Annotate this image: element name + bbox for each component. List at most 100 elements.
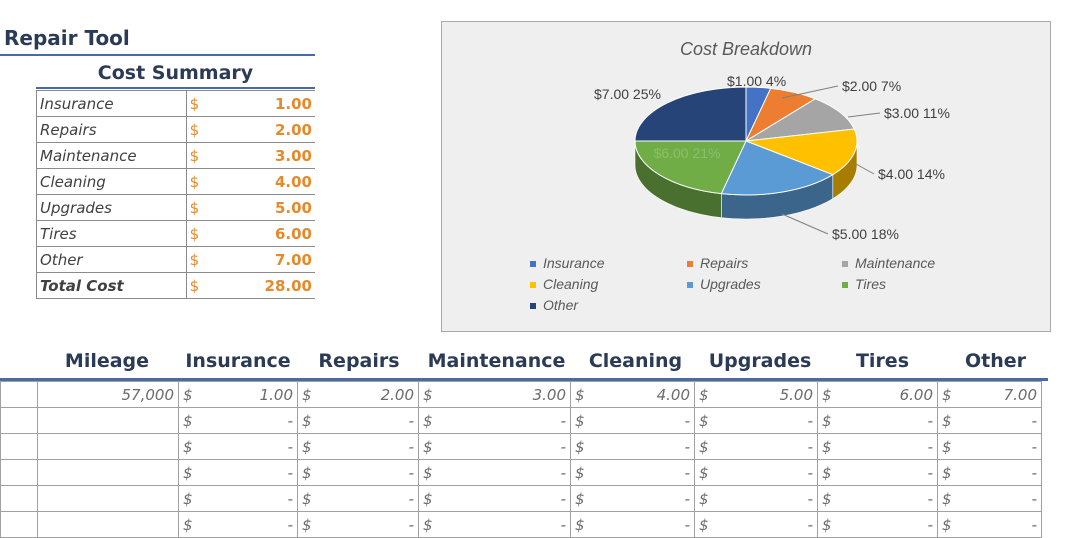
currency-symbol: $ (575, 411, 585, 430)
cost-cell[interactable]: $ - (418, 459, 571, 486)
summary-label[interactable]: Insurance (36, 90, 187, 117)
row-stub[interactable] (0, 511, 38, 538)
cost-cell[interactable]: $ - (694, 459, 818, 486)
row-stub[interactable] (0, 485, 38, 512)
summary-label[interactable]: Tires (36, 220, 187, 247)
cost-cell[interactable]: $ - (570, 433, 695, 460)
cost-cell[interactable]: $ - (570, 407, 695, 434)
mileage-cell[interactable] (37, 407, 179, 434)
data-label-repairs: $2.00 7% (842, 78, 901, 94)
row-stub[interactable] (0, 381, 38, 408)
column-header-mileage[interactable]: Mileage (64, 350, 150, 372)
cost-value: - (560, 515, 566, 534)
cost-cell[interactable]: $ - (817, 459, 938, 486)
pie-slice-upgrades[interactable] (720, 140, 834, 196)
cost-value: - (287, 411, 293, 430)
pie-slice-cleaning[interactable] (745, 128, 858, 176)
cost-value: - (287, 489, 293, 508)
column-header-repairs[interactable]: Repairs (318, 350, 400, 372)
cost-cell[interactable]: $ - (418, 511, 571, 538)
mileage-cell[interactable] (37, 433, 179, 460)
summary-label[interactable]: Repairs (36, 116, 187, 143)
cost-cell[interactable]: $ - (694, 485, 818, 512)
cost-cell[interactable]: $ - (570, 459, 695, 486)
data-label-insurance: $1.00 4% (727, 73, 786, 89)
cost-cell[interactable]: $ - (937, 511, 1042, 538)
column-header-other[interactable]: Other (964, 350, 1027, 372)
cost-value: - (927, 437, 933, 456)
summary-label[interactable]: Upgrades (36, 194, 187, 221)
cost-cell[interactable]: $ - (178, 511, 298, 538)
cost-value: - (408, 515, 414, 534)
cost-cell[interactable]: $ - (178, 485, 298, 512)
cost-cell[interactable]: $ - (817, 433, 938, 460)
currency-symbol: $ (822, 411, 832, 430)
cost-cell[interactable]: $ - (418, 433, 571, 460)
pie-slice-other[interactable] (634, 86, 747, 142)
column-header-cleaning[interactable]: Cleaning (588, 350, 683, 372)
expense-log-table: 57,000 $1.00 $2.00 $3.00 $4.00 $5.00 $6.00 $7.0… (0, 381, 1042, 538)
summary-amount[interactable]: $4.00 (185, 168, 315, 195)
row-stub[interactable] (0, 407, 38, 434)
pie-chart-canvas: Cost Breakdown $1.00 4% $2.00 7% $3.00 11% $… (530, 39, 950, 313)
pie-slice-tires[interactable] (634, 140, 747, 195)
summary-label[interactable]: Total Cost (36, 272, 187, 299)
mileage-cell[interactable] (37, 459, 179, 486)
cost-cell[interactable]: $ - (178, 459, 298, 486)
cost-cell[interactable]: $2.00 (297, 381, 419, 408)
cost-cell[interactable]: $ - (297, 511, 419, 538)
summary-amount[interactable]: $2.00 (185, 116, 315, 143)
cost-cell[interactable]: $3.00 (418, 381, 571, 408)
summary-amount[interactable]: $7.00 (185, 246, 315, 273)
cost-cell[interactable]: $ - (297, 433, 419, 460)
cost-cell[interactable]: $ - (937, 459, 1042, 486)
cost-cell[interactable]: $ - (937, 407, 1042, 434)
summary-label[interactable]: Cleaning (36, 168, 187, 195)
summary-amount[interactable]: $5.00 (185, 194, 315, 221)
cost-cell[interactable]: $ - (297, 407, 419, 434)
cost-cell[interactable]: $ - (418, 407, 571, 434)
cost-cell[interactable]: $ - (937, 433, 1042, 460)
cost-cell[interactable]: $ - (694, 511, 818, 538)
cost-cell[interactable]: $ - (178, 407, 298, 434)
cost-cell[interactable]: $ - (817, 511, 938, 538)
summary-amount[interactable]: $3.00 (185, 142, 315, 169)
cost-cell[interactable]: $ - (418, 485, 571, 512)
cost-value: - (684, 515, 690, 534)
cost-cell[interactable]: $ - (694, 407, 818, 434)
summary-amount[interactable]: $1.00 (185, 90, 315, 117)
summary-label[interactable]: Other (36, 246, 187, 273)
currency-symbol: $ (302, 385, 312, 404)
cost-cell[interactable]: $ - (694, 433, 818, 460)
cost-cell[interactable]: $ - (297, 459, 419, 486)
cost-cell[interactable]: $4.00 (570, 381, 695, 408)
cost-cell[interactable]: $1.00 (178, 381, 298, 408)
cost-cell[interactable]: $ - (297, 485, 419, 512)
cost-cell[interactable]: $ - (817, 485, 938, 512)
mileage-cell[interactable]: 57,000 (37, 381, 179, 408)
row-stub[interactable] (0, 433, 38, 460)
mileage-cell[interactable] (37, 485, 179, 512)
cost-cell[interactable]: $5.00 (694, 381, 818, 408)
pie-slice-maintenance[interactable] (745, 98, 855, 142)
currency-symbol: $ (189, 276, 200, 295)
row-stub[interactable] (0, 459, 38, 486)
mileage-cell[interactable] (37, 511, 179, 538)
cost-cell[interactable]: $ - (570, 485, 695, 512)
column-header-insurance[interactable]: Insurance (185, 350, 291, 372)
cost-cell[interactable]: $ - (570, 511, 695, 538)
cost-value: - (684, 411, 690, 430)
currency-symbol: $ (189, 198, 200, 217)
cost-cell[interactable]: $ - (937, 485, 1042, 512)
summary-label[interactable]: Maintenance (36, 142, 187, 169)
cost-breakdown-chart[interactable]: Cost Breakdown $1.00 4% $2.00 7% $3.00 11% $… (441, 21, 1051, 332)
cost-cell[interactable]: $6.00 (817, 381, 938, 408)
column-header-upgrades[interactable]: Upgrades (708, 350, 812, 372)
cost-cell[interactable]: $ - (817, 407, 938, 434)
column-header-tires[interactable]: Tires (855, 350, 910, 372)
summary-amount[interactable]: $6.00 (185, 220, 315, 247)
summary-amount[interactable]: $28.00 (185, 272, 315, 299)
cost-cell[interactable]: $7.00 (937, 381, 1042, 408)
cost-cell[interactable]: $ - (178, 433, 298, 460)
column-header-maintenance[interactable]: Maintenance (427, 350, 566, 372)
